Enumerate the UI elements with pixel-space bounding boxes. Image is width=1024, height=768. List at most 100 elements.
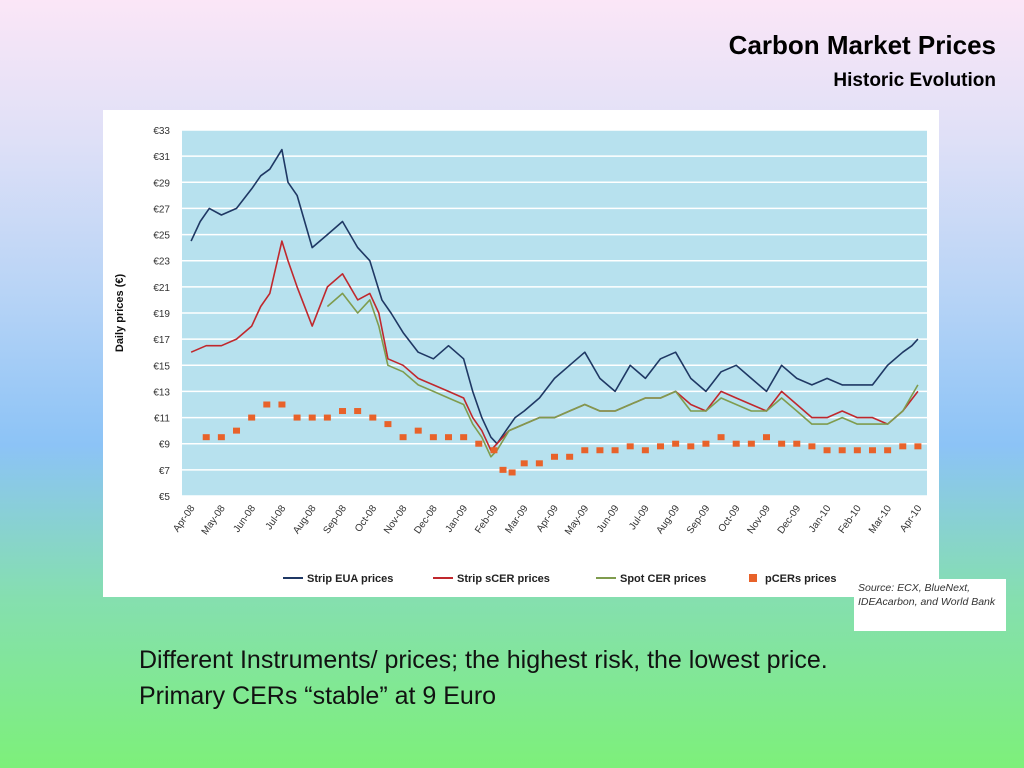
data-point-marker [793,440,801,447]
y-tick-label: €21 [153,283,170,294]
body-text: Different Instruments/ prices; the highe… [139,646,828,710]
y-tick-label: €15 [153,361,170,372]
y-tick-label: €5 [159,492,171,503]
data-point-marker [581,447,589,454]
y-tick-label: €29 [153,178,170,189]
data-point-marker [499,466,507,473]
data-point-marker [551,453,558,460]
series-line-2 [326,292,919,458]
x-tick-label: Dec-08 [412,503,440,536]
x-tick-label: Jun-08 [232,503,259,535]
data-point-marker [732,440,740,447]
x-tick-label: Nov-09 [745,503,773,536]
data-point-marker [369,414,377,421]
legend-swatch [749,574,757,582]
y-tick-label: €17 [153,335,170,346]
data-point-marker [611,447,619,454]
data-point-marker [475,440,483,447]
data-point-marker [308,414,316,421]
x-tick-label: Jan-09 [444,503,471,535]
source-note: Source: ECX, BlueNext, IDEAcarbon, and W… [854,579,1006,631]
x-tick-label: Feb-09 [473,503,500,536]
y-axis-label: Daily prices (€) [114,274,126,353]
data-point-marker [460,434,468,441]
data-point-marker [808,443,816,450]
data-point-marker [217,434,225,441]
series-line-0 [190,148,919,445]
x-tick-label: Apr-08 [171,503,197,534]
data-point-marker [263,401,271,408]
data-point-marker [596,447,604,454]
data-point-marker [354,408,362,415]
data-point-marker [399,434,407,441]
data-point-marker [384,421,392,428]
data-point-marker [717,434,725,441]
legend-label: Strip EUA prices [307,573,393,585]
data-point-marker [248,414,256,421]
x-tick-label: Mar-09 [503,503,530,536]
x-tick-label: Feb-10 [837,503,864,536]
data-point-marker [626,443,634,450]
data-point-marker [339,408,347,415]
data-point-marker [656,443,664,450]
legend-label: Spot CER prices [620,573,706,585]
x-tick-label: Mar-10 [867,503,894,536]
x-tick-label: Oct-09 [716,503,742,534]
data-point-marker [202,434,210,441]
y-tick-label: €33 [153,126,170,137]
y-tick-label: €25 [153,231,170,242]
y-tick-label: €23 [153,257,170,268]
slide-subtitle: Historic Evolution [833,70,996,91]
data-point-marker [884,447,892,454]
x-tick-label: Sep-08 [321,503,349,536]
data-point-marker [747,440,755,447]
x-tick-label: Jul-08 [264,503,289,532]
x-tick-label: Sep-09 [685,503,713,536]
x-tick-label: Jun-09 [595,503,622,535]
data-point-marker [445,434,453,441]
data-point-marker [641,447,649,454]
x-tick-label: Nov-08 [382,503,410,536]
data-point-marker [702,440,710,447]
legend-label: pCERs prices [765,573,837,585]
x-tick-label: Oct-08 [353,503,379,534]
data-point-marker [520,460,528,467]
data-point-marker [672,440,680,447]
y-tick-label: €9 [159,440,171,451]
x-tick-label: Apr-10 [898,503,924,534]
slide-title: Carbon Market Prices [728,30,996,60]
data-point-marker [868,447,876,454]
y-tick-label: €31 [153,152,170,163]
data-point-marker [762,434,770,441]
data-point-marker [508,469,516,476]
y-tick-label: €19 [153,309,170,320]
x-tick-label: Jan-10 [807,503,834,535]
data-point-marker [823,447,831,454]
y-tick-label: €7 [159,466,171,477]
data-point-marker [914,443,922,450]
chart-panel: €33 €31 €29 €27 €25 €23 €21 €19 €17 €15 €13 €11 €9 €7… [103,110,939,597]
data-point-marker [535,460,543,467]
data-point-marker [490,447,498,454]
legend-label: Strip sCER prices [457,573,550,585]
x-tick-label: Aug-08 [291,503,319,536]
data-point-marker [566,453,574,460]
data-point-marker [853,447,861,454]
data-point-marker [414,427,422,434]
price-chart: €33 €31 €29 €27 €25 €23 €21 €19 €17 €15 €13 €11 €9 €7… [114,126,927,585]
x-tick-label: Dec-09 [776,503,804,536]
data-point-marker [323,414,331,421]
y-tick-label: €27 [153,204,170,215]
y-tick-label: €13 [153,387,170,398]
data-point-marker [293,414,301,421]
data-point-marker [233,427,241,434]
data-point-marker [429,434,437,441]
x-tick-label: May-08 [200,503,228,537]
x-tick-label: Jul-09 [627,503,652,532]
data-point-marker [899,443,907,450]
x-tick-label: May-09 [563,503,591,537]
data-point-marker [687,443,695,450]
y-tick-label: €11 [154,414,170,425]
data-point-marker [278,401,286,408]
data-point-marker [778,440,786,447]
